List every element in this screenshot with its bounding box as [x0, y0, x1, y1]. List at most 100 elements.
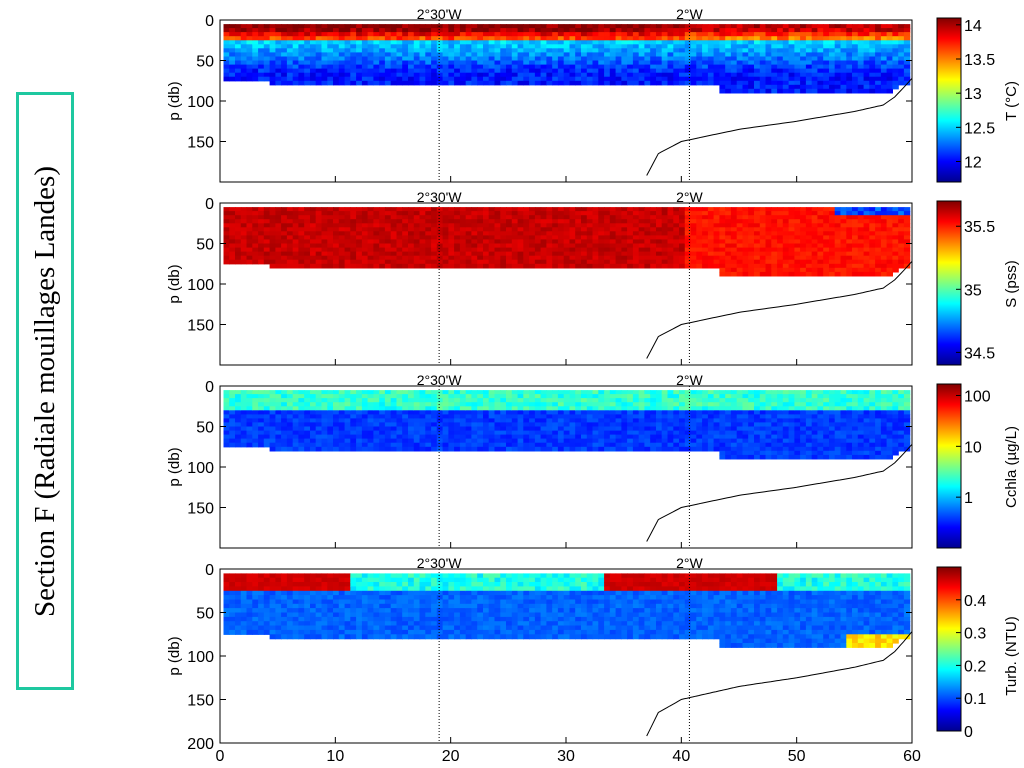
field-cell: [339, 65, 345, 70]
field-cell: [235, 394, 241, 399]
field-cell: [546, 69, 552, 74]
y-axis-label: p (db): [166, 81, 183, 120]
field-cell: [760, 69, 766, 74]
field-cell: [327, 215, 333, 220]
field-cell: [535, 443, 541, 448]
field-cell: [489, 410, 495, 415]
field-cell: [275, 422, 281, 427]
field-cell: [293, 239, 299, 244]
field-cell: [391, 65, 397, 70]
field-cell: [523, 235, 529, 240]
field-cell: [794, 40, 800, 45]
field-cell: [604, 402, 610, 407]
field-cell: [691, 36, 697, 41]
field-cell: [333, 36, 339, 41]
field-cell: [322, 227, 328, 232]
field-cell: [691, 48, 697, 53]
field-cell: [224, 414, 230, 419]
field-cell: [679, 69, 685, 74]
field-cell: [679, 32, 685, 37]
field-cell: [668, 32, 674, 37]
field-cell: [316, 61, 322, 66]
field-cell: [275, 402, 281, 407]
field-cell: [316, 44, 322, 49]
field-cell: [316, 28, 322, 33]
field-cell: [322, 44, 328, 49]
field-cell: [304, 81, 310, 86]
field-cell: [379, 402, 385, 407]
field-cell: [898, 248, 904, 253]
field-cell: [489, 44, 495, 49]
field-cell: [881, 227, 887, 232]
field-cell: [460, 28, 466, 33]
field-cell: [639, 61, 645, 66]
field-cell: [892, 40, 898, 45]
field-cell: [270, 447, 276, 452]
field-cell: [546, 24, 552, 29]
field-cell: [685, 418, 691, 423]
field-cell: [725, 235, 731, 240]
field-cell: [898, 219, 904, 224]
field-cell: [662, 248, 668, 253]
field-cell: [616, 435, 622, 440]
field-cell: [621, 239, 627, 244]
field-cell: [800, 69, 806, 74]
field-cell: [224, 235, 230, 240]
field-cell: [829, 48, 835, 53]
field-cell: [333, 414, 339, 419]
field-cell: [760, 44, 766, 49]
field-cell: [685, 443, 691, 448]
field-cell: [892, 73, 898, 78]
field-cell: [552, 77, 558, 82]
field-cell: [385, 447, 391, 452]
field-cell: [529, 402, 535, 407]
field-cell: [362, 248, 368, 253]
field-cell: [489, 28, 495, 33]
field-cell: [662, 260, 668, 265]
field-cell: [454, 447, 460, 452]
field-cell: [431, 256, 437, 261]
field-cell: [593, 248, 599, 253]
field-cell: [702, 207, 708, 212]
field-cell: [258, 44, 264, 49]
field-cell: [598, 73, 604, 78]
field-cell: [644, 431, 650, 436]
field-cell: [714, 40, 720, 45]
field-cell: [546, 447, 552, 452]
field-cell: [823, 77, 829, 82]
field-cell: [506, 219, 512, 224]
field-cell: [696, 219, 702, 224]
field-cell: [546, 65, 552, 70]
field-cell: [247, 36, 253, 41]
field-cell: [512, 61, 518, 66]
field-cell: [644, 435, 650, 440]
field-cell: [760, 57, 766, 62]
field-cell: [570, 252, 576, 257]
field-cell: [743, 239, 749, 244]
field-cell: [875, 65, 881, 70]
field-cell: [362, 427, 368, 432]
field-cell: [270, 410, 276, 415]
field-cell: [633, 223, 639, 228]
field-cell: [477, 431, 483, 436]
field-cell: [673, 219, 679, 224]
field-cell: [841, 24, 847, 29]
field-cell: [558, 422, 564, 427]
field-cell: [610, 410, 616, 415]
field-cell: [714, 28, 720, 33]
field-cell: [621, 57, 627, 62]
field-cell: [673, 73, 679, 78]
field-cell: [518, 435, 524, 440]
field-cell: [247, 227, 253, 232]
field-cell: [800, 264, 806, 269]
field-cell: [281, 394, 287, 399]
field-cell: [570, 248, 576, 253]
field-cell: [593, 52, 599, 57]
field-cell: [575, 69, 581, 74]
field-cell: [252, 215, 258, 220]
field-cell: [875, 252, 881, 257]
field-cell: [731, 244, 737, 249]
field-cell: [466, 402, 472, 407]
field-cell: [650, 414, 656, 419]
field-cell: [483, 44, 489, 49]
